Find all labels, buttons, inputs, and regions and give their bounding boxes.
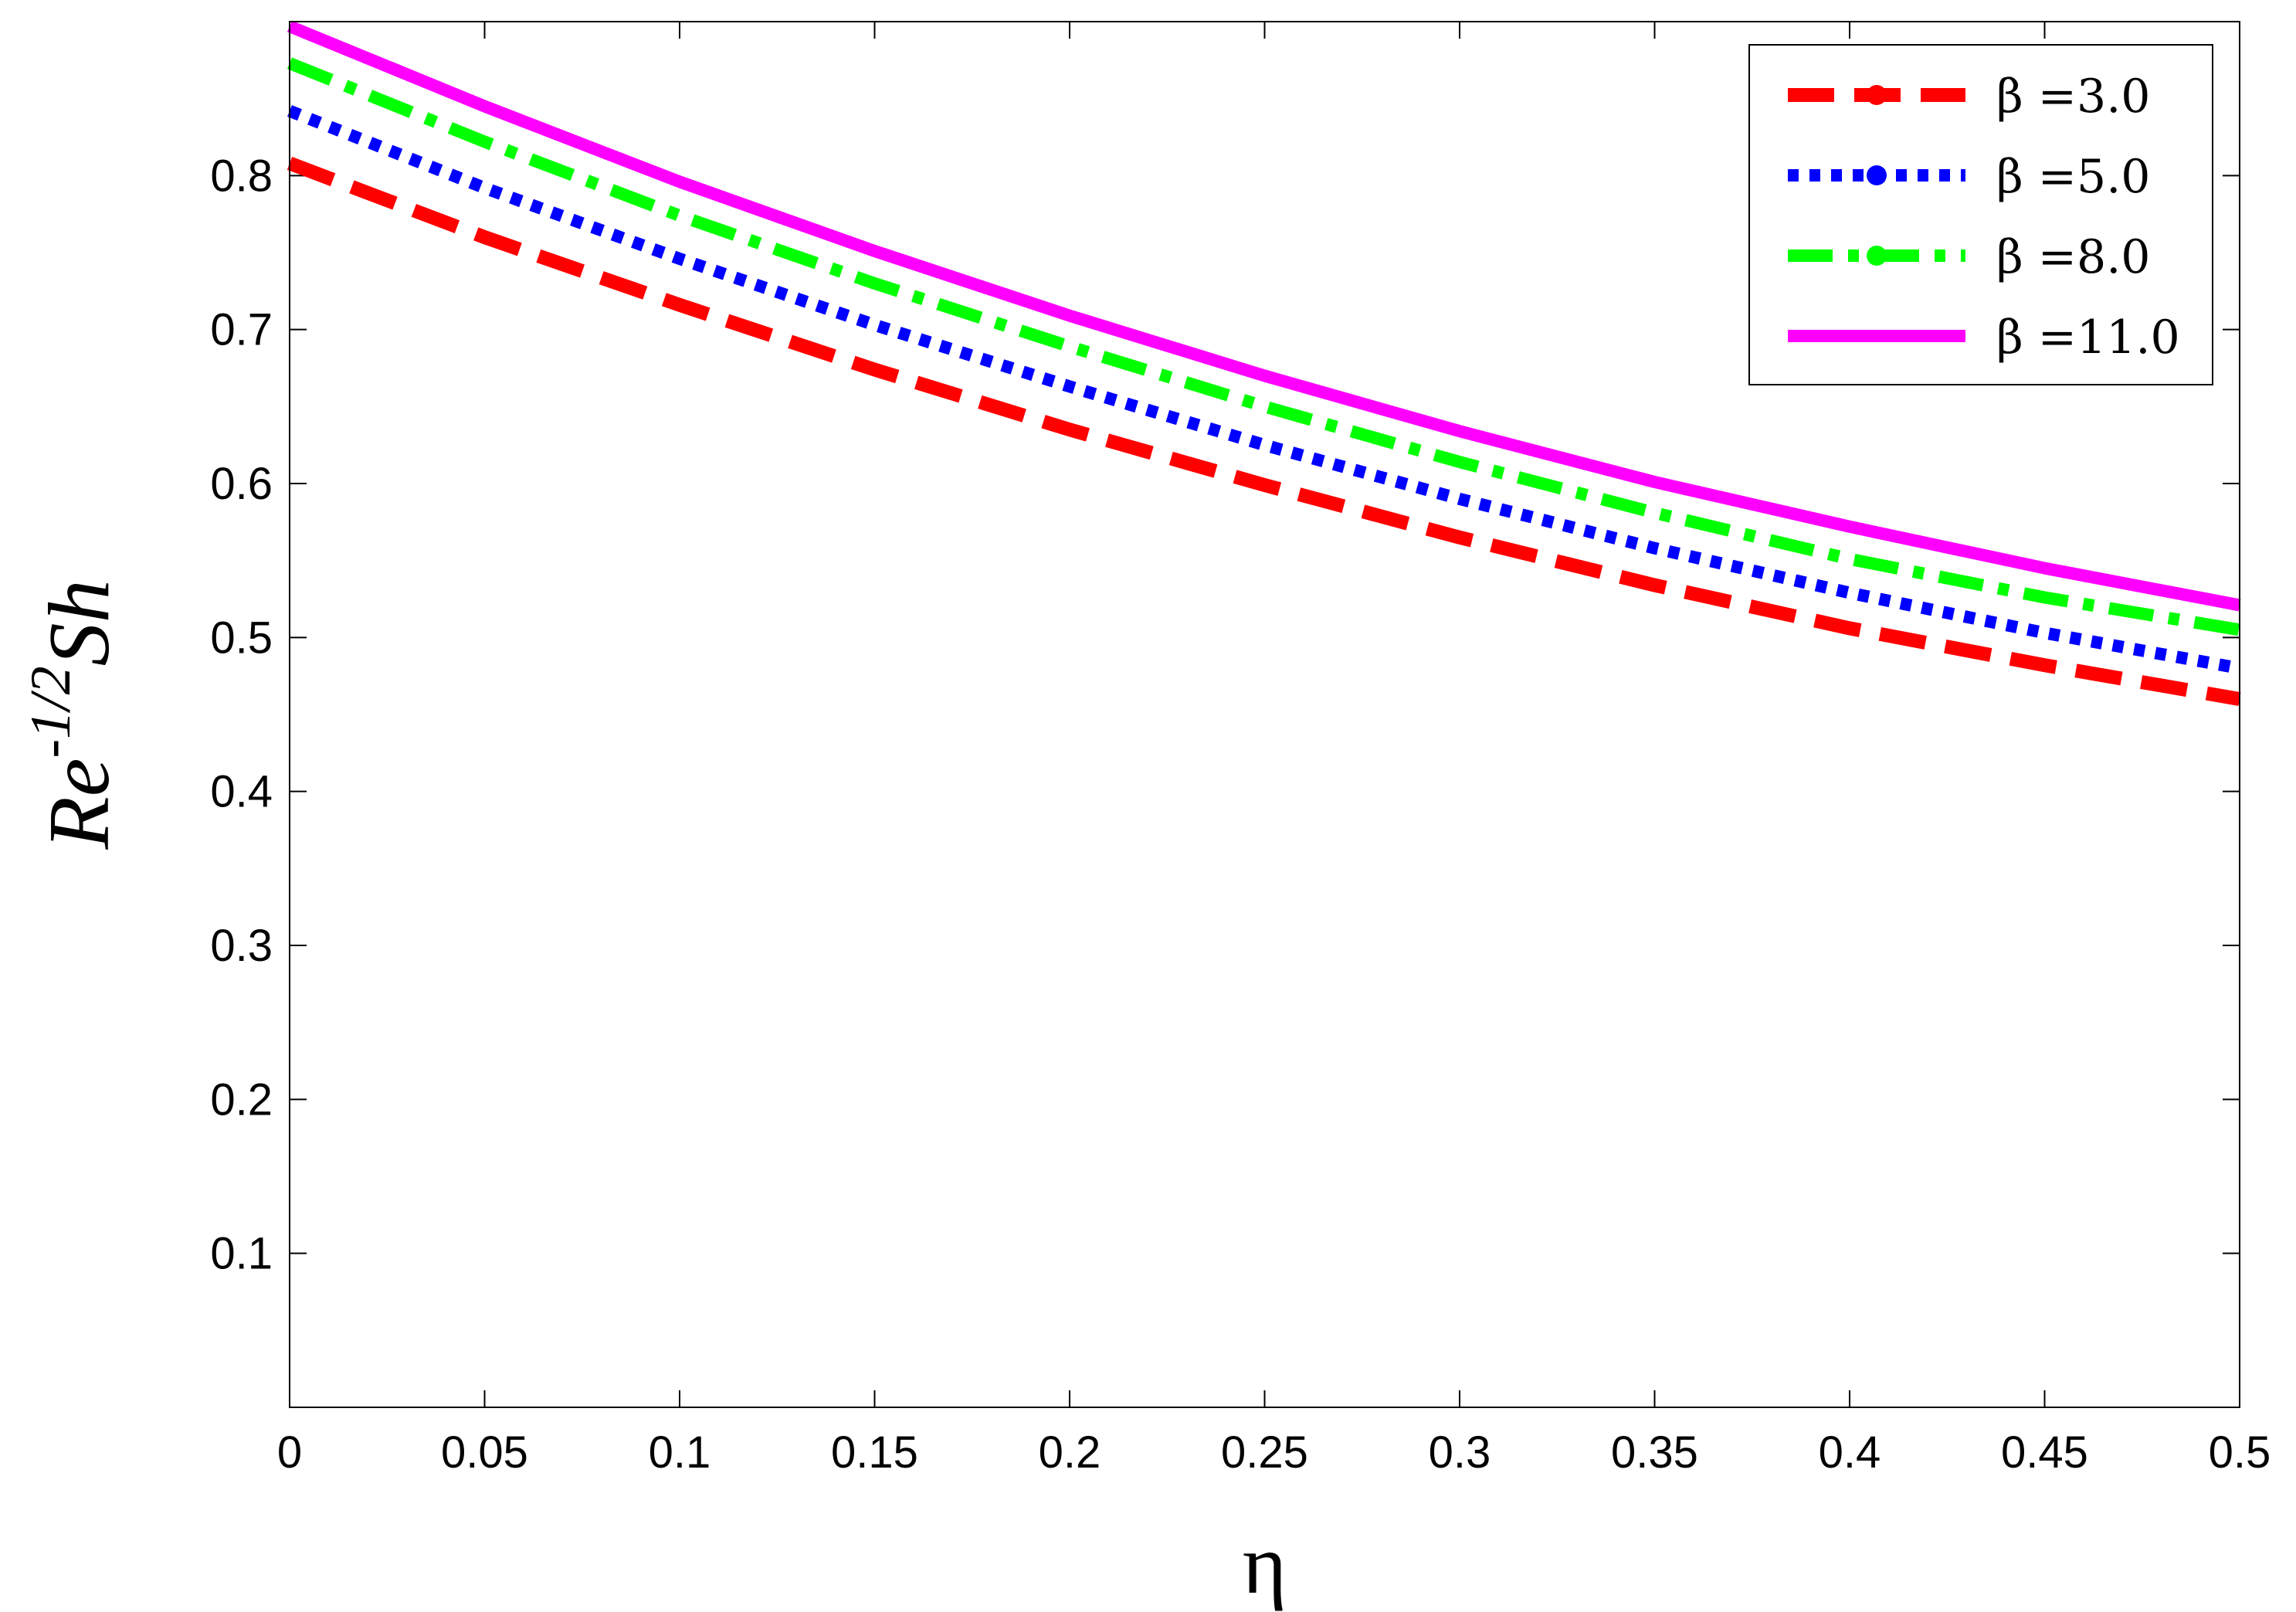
x-tick-label: 0.5 (2209, 1427, 2271, 1478)
x-tick-label: 0.25 (1221, 1427, 1308, 1478)
x-tick-label: 0.15 (831, 1427, 918, 1478)
legend-label: β =11.0 (1996, 311, 2180, 365)
legend-label: β =8.0 (1996, 230, 2150, 284)
x-tick-label: 0.4 (1819, 1427, 1881, 1478)
y-tick-label: 0.4 (210, 767, 273, 817)
y-tick-label: 0.7 (210, 305, 273, 355)
legend-items: β =3.0 β =5.0 β =8.0 β =11.0 (1788, 70, 2180, 365)
x-tick-label: 0.3 (1429, 1427, 1491, 1478)
x-tick-label: 0.35 (1611, 1427, 1698, 1478)
y-axis-label: Re-1/2Sh (19, 579, 127, 850)
series-line-3 (287, 20, 2241, 612)
legend-label: β =5.0 (1996, 150, 2150, 204)
y-axis-label-superscript: -1/2 (19, 666, 83, 758)
series-line-2 (287, 57, 2241, 636)
y-axis-label-base: Re (32, 758, 127, 850)
tick-labels: 0 0.05 0.1 0.15 0.2 0.25 0.3 0.35 0.4 0.45 0.5 0.1 0… (210, 151, 2271, 1478)
x-tick-label: 0 (277, 1427, 302, 1478)
y-tick-label: 0.3 (210, 921, 273, 971)
y-tick-label: 0.1 (210, 1229, 273, 1279)
y-tick-label: 0.5 (210, 613, 273, 663)
legend-swatch-marker (1867, 246, 1887, 266)
y-tick-label: 0.6 (210, 459, 273, 509)
legend-label: β =3.0 (1996, 70, 2150, 124)
y-axis-label-suffix: Sh (32, 579, 127, 666)
legend-swatch-marker (1867, 85, 1887, 105)
plot-frame (289, 21, 2240, 1408)
x-tick-label: 0.2 (1039, 1427, 1101, 1478)
y-tick-label: 0.2 (210, 1074, 273, 1125)
x-axis-label: η (1243, 1517, 1287, 1611)
legend: β =3.0 β =5.0 β =8.0 β =11.0 (1748, 44, 2213, 385)
x-tick-label: 0.1 (649, 1427, 711, 1478)
series-line-1 (287, 105, 2241, 675)
legend-swatch-marker (1867, 165, 1887, 185)
y-tick-label: 0.8 (210, 151, 273, 201)
series-line-0 (287, 156, 2241, 706)
x-tick-label: 0.45 (2001, 1427, 2088, 1478)
x-tick-label: 0.05 (441, 1427, 528, 1478)
series-lines (287, 20, 2241, 706)
